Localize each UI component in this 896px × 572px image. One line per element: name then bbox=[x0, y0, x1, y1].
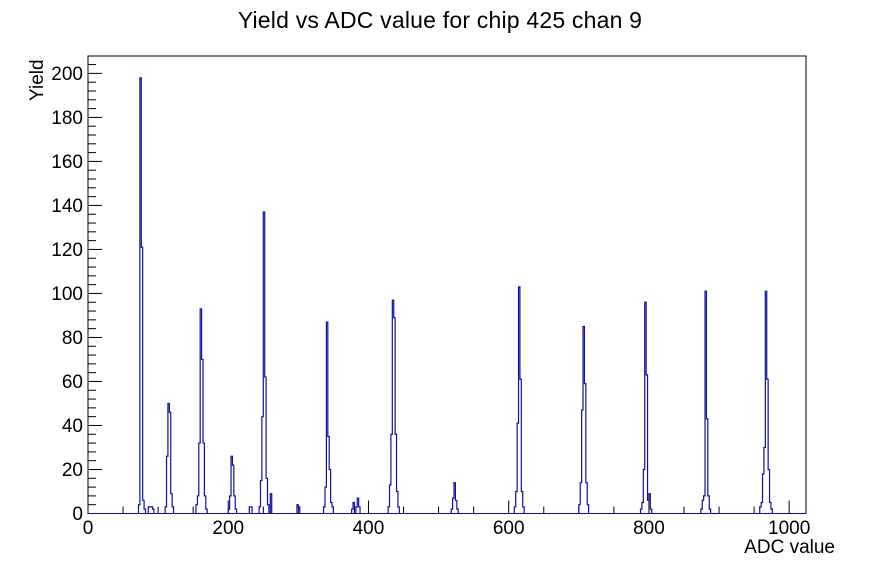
x-tick-label: 800 bbox=[633, 518, 665, 539]
histogram-peak bbox=[639, 301, 653, 514]
y-tick-label: 120 bbox=[51, 240, 83, 261]
histogram-peak bbox=[227, 455, 238, 514]
histogram-peak bbox=[296, 504, 301, 514]
histogram-peak bbox=[137, 77, 147, 514]
y-tick-label: 60 bbox=[62, 372, 83, 393]
histogram-peak bbox=[322, 321, 335, 514]
y-axis-title: Yield bbox=[27, 59, 48, 101]
y-tick-label: 40 bbox=[62, 416, 83, 437]
histogram-peak bbox=[578, 325, 590, 514]
y-tick-label: 0 bbox=[72, 504, 83, 525]
x-tick-label: 200 bbox=[212, 518, 244, 539]
histogram-peak bbox=[351, 501, 356, 514]
y-tick-label: 180 bbox=[51, 108, 83, 129]
histogram-peak bbox=[450, 482, 459, 514]
histogram-peak bbox=[258, 211, 270, 514]
x-tick-label: 0 bbox=[83, 518, 94, 539]
histogram-peak bbox=[269, 493, 273, 514]
histogram-peak bbox=[164, 402, 175, 514]
histogram-peak bbox=[147, 506, 155, 514]
plot-frame bbox=[87, 55, 807, 514]
histogram-peak bbox=[195, 308, 208, 514]
histogram-peak bbox=[387, 299, 400, 514]
y-tick-label: 20 bbox=[62, 460, 83, 481]
y-tick-label: 100 bbox=[51, 284, 83, 305]
chart-title: Yield vs ADC value for chip 425 chan 9 bbox=[237, 7, 643, 33]
x-tick-label: 400 bbox=[353, 518, 385, 539]
y-tick-label: 140 bbox=[51, 196, 83, 217]
histogram-peak bbox=[759, 290, 773, 514]
y-tick-label: 160 bbox=[51, 152, 83, 173]
x-axis-title: ADC value bbox=[744, 537, 835, 558]
histogram-peak bbox=[700, 290, 712, 514]
x-tick-label: 1000 bbox=[768, 518, 810, 539]
histogram-peak bbox=[355, 497, 361, 514]
histogram-peak bbox=[248, 506, 253, 514]
histogram-peak bbox=[513, 286, 525, 514]
x-tick-label: 600 bbox=[493, 518, 525, 539]
y-tick-label: 200 bbox=[51, 64, 83, 85]
y-tick-label: 80 bbox=[62, 328, 83, 349]
